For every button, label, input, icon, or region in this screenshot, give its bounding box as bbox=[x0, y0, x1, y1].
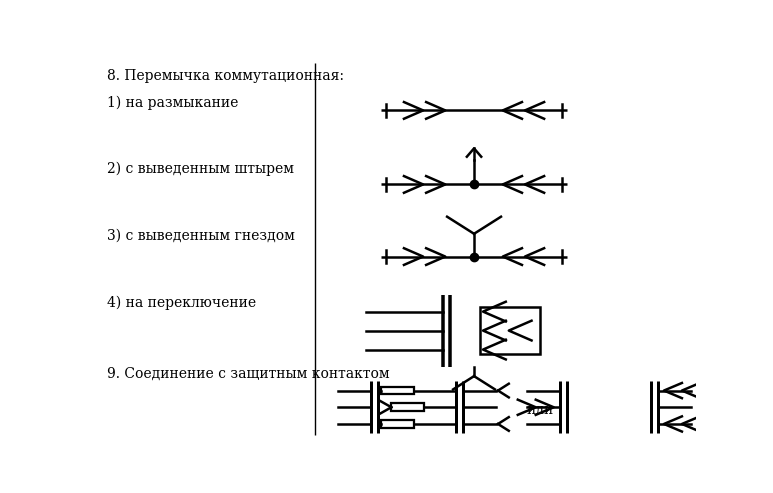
Bar bbox=[380, 387, 414, 394]
Bar bbox=[391, 403, 424, 411]
Text: 2) с выведенным штырем: 2) с выведенным штырем bbox=[107, 162, 295, 176]
Text: 1) на размыкание: 1) на размыкание bbox=[107, 95, 239, 109]
Text: 4) на переключение: 4) на переключение bbox=[107, 295, 257, 310]
Text: или: или bbox=[526, 403, 554, 417]
Text: 8. Перемычка коммутационная:: 8. Перемычка коммутационная: bbox=[107, 69, 345, 83]
Bar bbox=[480, 307, 540, 354]
Text: 3) с выведенным гнездом: 3) с выведенным гнездом bbox=[107, 229, 295, 243]
Bar bbox=[380, 420, 414, 428]
Text: 9. Соединение с защитным контактом: 9. Соединение с защитным контактом bbox=[107, 367, 390, 381]
